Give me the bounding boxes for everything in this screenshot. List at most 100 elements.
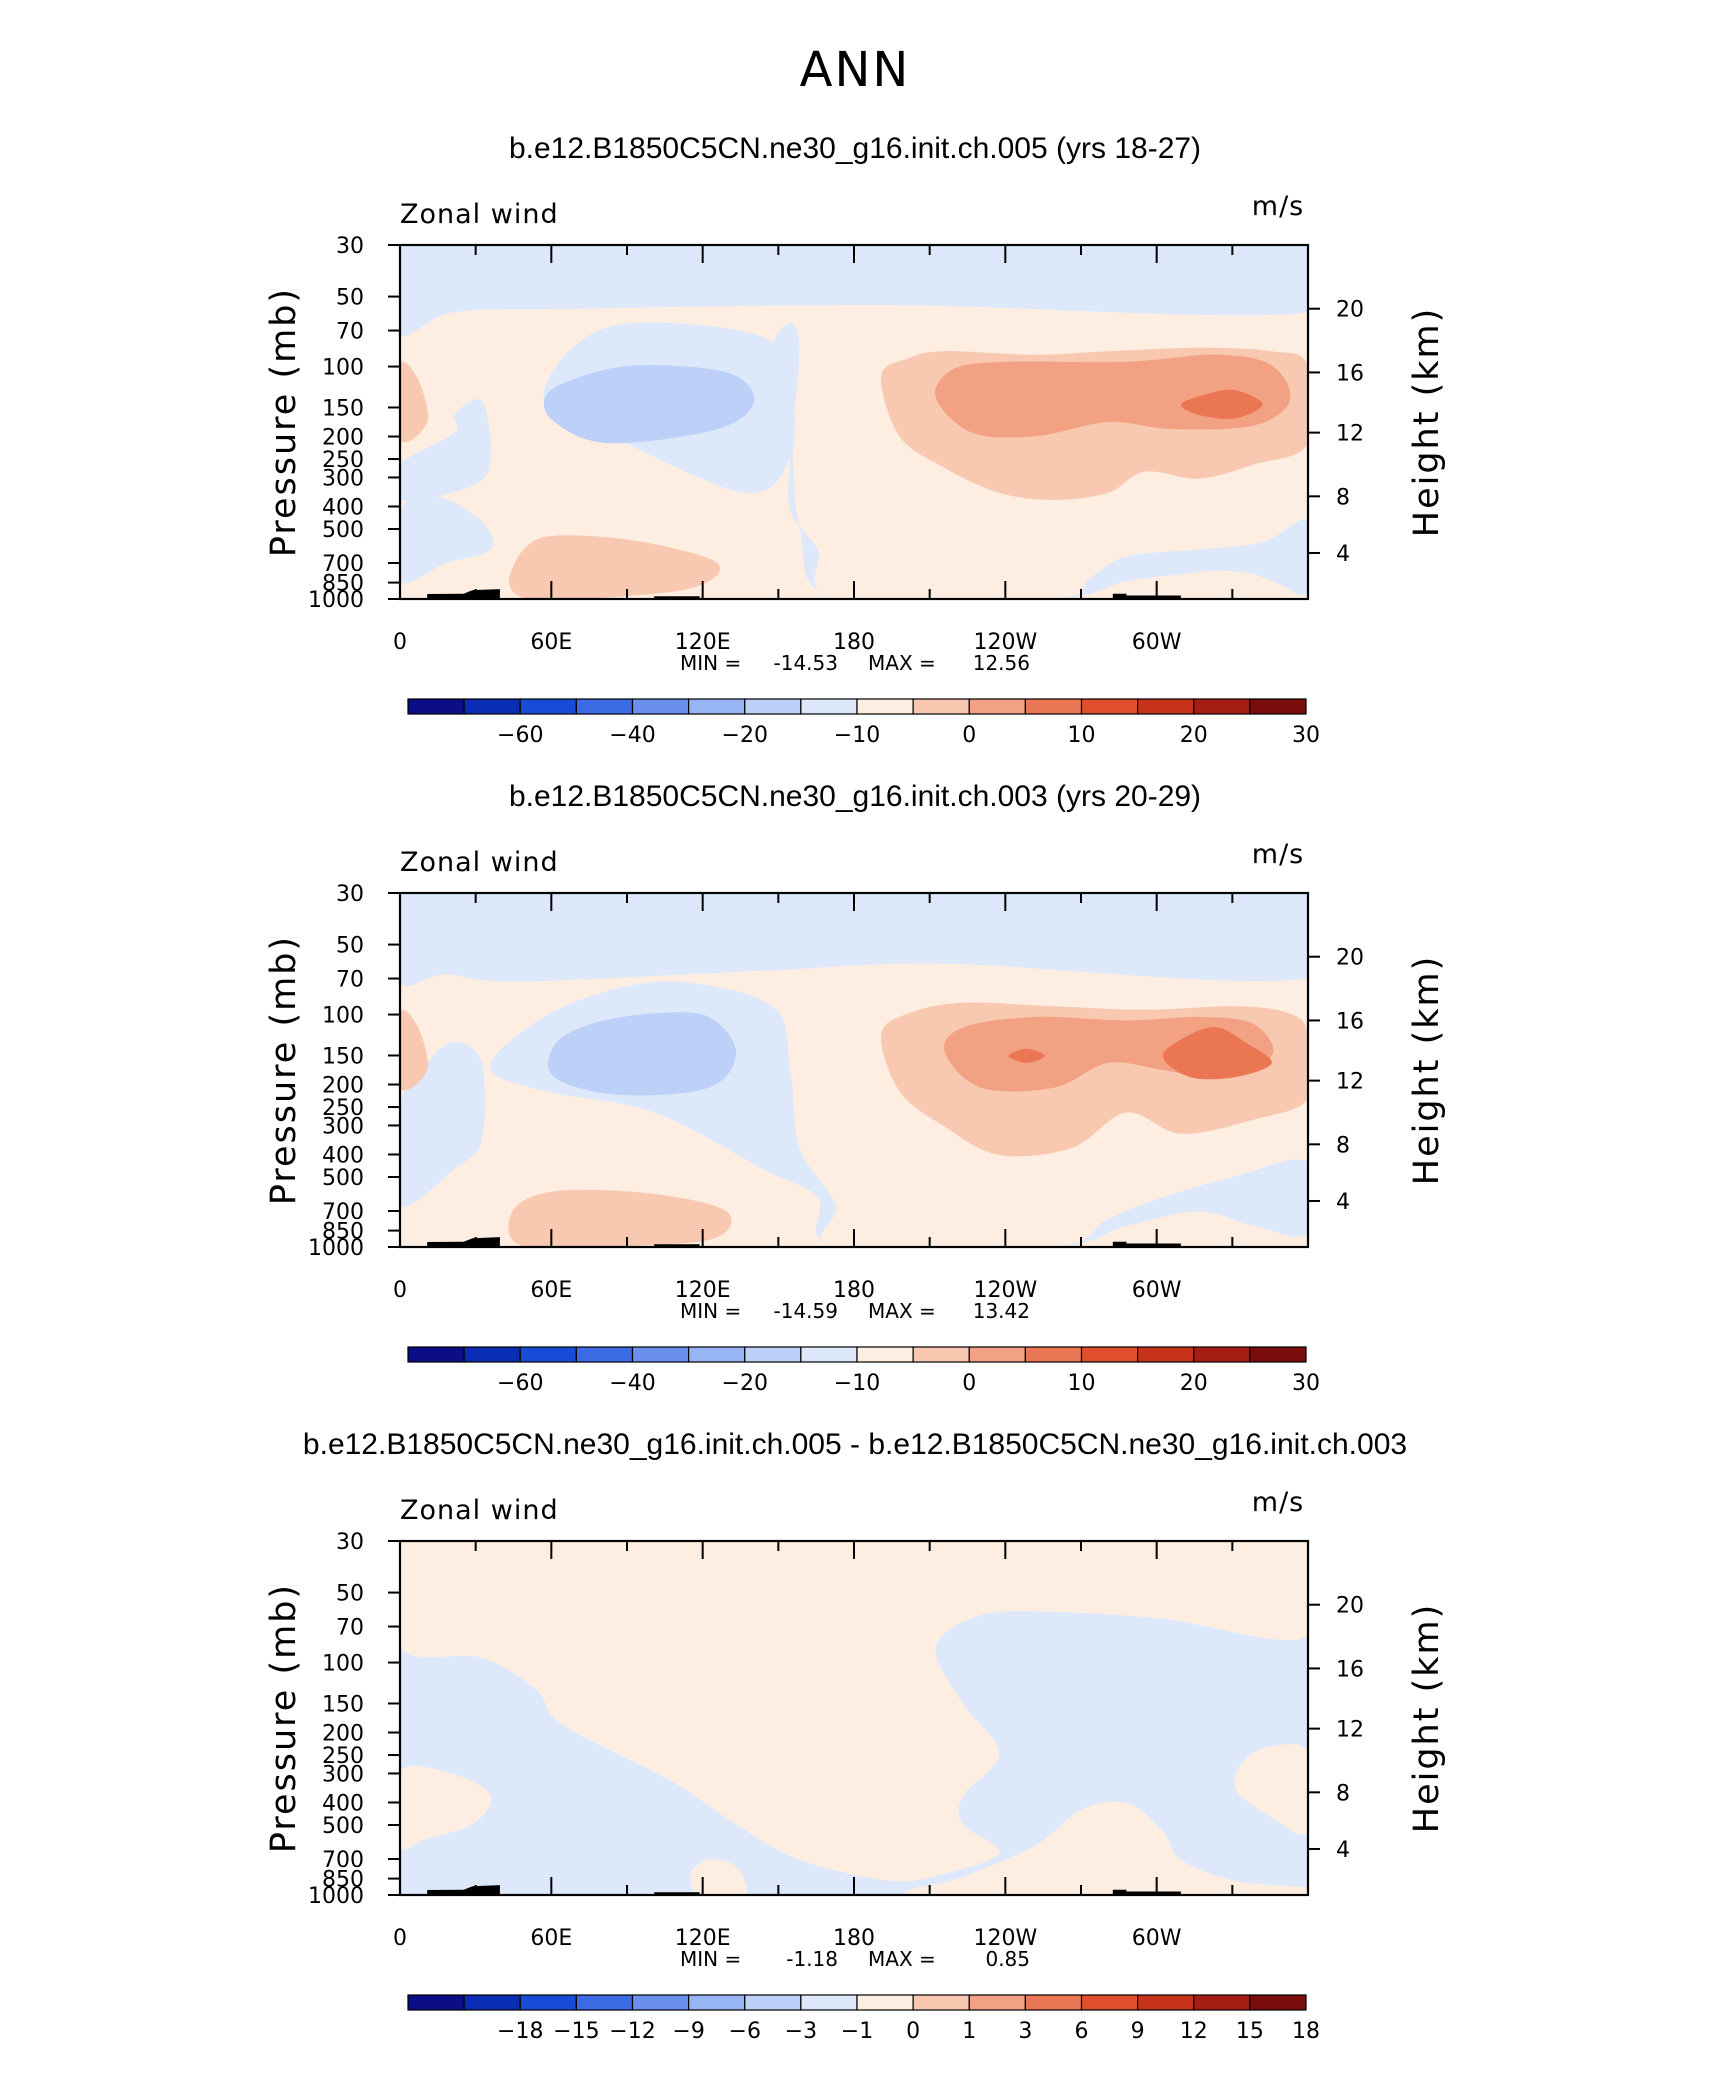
colorbar-box xyxy=(575,1346,634,1363)
y-tick-label: 1000 xyxy=(308,1236,364,1261)
y-tick-label: 400 xyxy=(322,495,364,520)
max-label: MAX = xyxy=(868,1299,936,1323)
y-tick-label: 700 xyxy=(322,1200,364,1225)
colorbar-label: −18 xyxy=(497,2019,543,2044)
colorbar-label: −60 xyxy=(497,723,543,748)
colorbar-label: −9 xyxy=(672,2019,704,2044)
colorbar-box xyxy=(1137,1346,1195,1363)
y-tick-label: 70 xyxy=(336,968,364,993)
colorbar-label: −40 xyxy=(609,1371,655,1396)
y-tick-label: 150 xyxy=(322,1044,364,1069)
contour-region xyxy=(1180,389,1263,420)
y-tick-label: 700 xyxy=(322,1848,364,1873)
colorbar-box xyxy=(1080,1346,1139,1363)
colorbar-box xyxy=(575,1994,634,2011)
colorbar-label: 20 xyxy=(1180,723,1208,748)
colorbar-box xyxy=(407,1346,465,1363)
y2-tick-label: 16 xyxy=(1336,361,1364,386)
contour-region xyxy=(400,495,494,584)
contour-region xyxy=(1234,1744,1308,1835)
colorbar-label: 1 xyxy=(962,2019,976,2044)
topography-africa xyxy=(427,1237,500,1247)
y-tick-label: 50 xyxy=(336,1582,364,1607)
y-tick-label: 250 xyxy=(322,1096,364,1121)
colorbar-label: 6 xyxy=(1075,2019,1089,2044)
contour-field xyxy=(400,893,1308,1247)
colorbar-label: 12 xyxy=(1180,2019,1208,2044)
y2-tick-label: 20 xyxy=(1336,298,1364,323)
contour-region xyxy=(508,1189,732,1247)
y-tick-label: 400 xyxy=(322,1791,364,1816)
y2-axis-title: Height (km) xyxy=(1407,307,1447,538)
contour-region xyxy=(400,1010,428,1091)
colorbar-label: 3 xyxy=(1018,2019,1032,2044)
colorbar-label: −20 xyxy=(722,723,768,748)
topography-africa xyxy=(427,1885,500,1895)
y-tick-label: 700 xyxy=(322,552,364,577)
contour-region xyxy=(543,365,755,444)
y2-axis-title: Height (km) xyxy=(1407,1603,1447,1834)
x-tick-label: 0 xyxy=(393,1278,407,1303)
colorbar-box xyxy=(688,698,746,715)
topography-andes xyxy=(1112,1889,1181,1895)
colorbar-box xyxy=(1137,698,1195,715)
colorbar-label: 15 xyxy=(1236,2019,1264,2044)
colorbar: −60 −40 −20 −10 0 10 20 30 xyxy=(407,698,1320,748)
colorbar-box xyxy=(744,698,802,715)
contour-region xyxy=(400,893,1308,987)
colorbar-box xyxy=(463,1346,521,1363)
colorbar-box xyxy=(968,1994,1026,2011)
contour-region xyxy=(400,245,1308,336)
figure-title: ANN xyxy=(799,42,911,98)
colorbar-label: 10 xyxy=(1068,1371,1096,1396)
y2-tick-label: 16 xyxy=(1336,1657,1364,1682)
colorbar-label: −40 xyxy=(609,723,655,748)
x-tick-label: 180 xyxy=(833,1278,875,1303)
contour-field xyxy=(400,1541,1308,1895)
colorbar-box xyxy=(1024,698,1083,715)
colorbar-box xyxy=(856,698,914,715)
colorbar-box xyxy=(1137,1994,1195,2011)
max-value: 13.42 xyxy=(973,1299,1030,1323)
y-tick-label: 150 xyxy=(322,396,364,421)
colorbar-box xyxy=(1024,1346,1083,1363)
y-tick-label: 200 xyxy=(322,1722,364,1747)
y-tick-label: 400 xyxy=(322,1143,364,1168)
x-tick-label: 0 xyxy=(393,1926,407,1951)
min-value: -14.53 xyxy=(774,651,838,675)
colorbar-label: 0 xyxy=(906,2019,920,2044)
y-tick-label: 300 xyxy=(322,1762,364,1787)
y2-tick-label: 8 xyxy=(1336,1781,1350,1806)
topography-africa xyxy=(427,589,500,599)
panel-2-plot: Zonal wind m/s0 60E 120E 180 120W 60W305070100… xyxy=(264,839,1447,1396)
contour-region xyxy=(400,1041,486,1207)
y-tick-label: 250 xyxy=(322,448,364,473)
colorbar-label: 30 xyxy=(1292,723,1320,748)
min-value: -1.18 xyxy=(786,1947,838,1971)
y-tick-label: 100 xyxy=(322,356,364,381)
colorbar-label: 9 xyxy=(1131,2019,1145,2044)
y2-tick-label: 4 xyxy=(1336,542,1350,567)
contour-field xyxy=(400,245,1308,599)
colorbar-box xyxy=(912,1994,970,2011)
y-axis-title: Pressure (mb) xyxy=(264,935,304,1205)
contour-region xyxy=(509,535,720,599)
colorbar-label: −1 xyxy=(841,2019,873,2044)
colorbar-label: −6 xyxy=(729,2019,761,2044)
panel-1-title: b.e12.B1850C5CN.ne30_g16.init.ch.005 (yr… xyxy=(508,132,1202,165)
colorbar-label: −15 xyxy=(553,2019,599,2044)
x-tick-label: 120W xyxy=(973,1926,1037,1951)
colorbar-box xyxy=(856,1994,914,2011)
colorbar-box xyxy=(968,1346,1026,1363)
y2-tick-label: 20 xyxy=(1336,946,1364,971)
colorbar-label: −12 xyxy=(609,2019,655,2044)
units-label: m/s xyxy=(1252,1487,1304,1518)
y-tick-label: 70 xyxy=(336,1616,364,1641)
contour-region xyxy=(400,362,428,443)
y-axis-title: Pressure (mb) xyxy=(264,287,304,557)
variable-label: Zonal wind xyxy=(400,847,559,878)
x-tick-label: 120W xyxy=(973,630,1037,655)
colorbar-box xyxy=(1193,1346,1251,1363)
panel-3-title: b.e12.B1850C5CN.ne30_g16.init.ch.005 - b… xyxy=(302,1428,1408,1461)
colorbar-box xyxy=(519,698,577,715)
